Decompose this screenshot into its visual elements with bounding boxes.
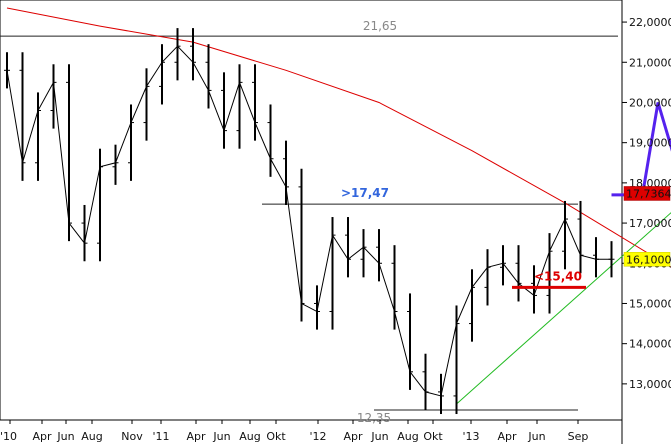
reference-line-label: 12,35 [357, 411, 391, 425]
x-tick-label: '11 [152, 430, 169, 443]
x-tick-label: Sep [568, 430, 589, 443]
x-tick-label: Apr [32, 430, 52, 443]
y-tick-label: 21,0000 [629, 56, 671, 69]
y-tick-label: 20,0000 [629, 96, 671, 109]
x-tick-label: Jun [56, 430, 74, 443]
price-flag-label: 16,1000 [626, 253, 671, 266]
reference-line-label: >17,47 [341, 186, 389, 200]
x-tick-label: Aug [81, 430, 102, 443]
x-tick-label: Aug [397, 430, 418, 443]
price-flag [623, 186, 671, 201]
x-tick-label: Apr [497, 430, 517, 443]
price-line [6, 45, 612, 397]
x-tick-label: Okt [423, 430, 443, 443]
y-tick-label: 22,0000 [629, 16, 671, 29]
x-tick-label: Nov [121, 430, 143, 443]
reference-line-label: <15,40 [534, 269, 582, 283]
reference-line-label: 21,65 [363, 19, 397, 33]
price-flag [623, 252, 671, 267]
x-tick-label: Jun [212, 430, 230, 443]
x-tick-label: Okt [266, 430, 286, 443]
support-trend-line [456, 212, 671, 405]
x-tick-label: Jun [370, 430, 388, 443]
y-tick-label: 15,0000 [629, 297, 671, 310]
moving-average-line [6, 7, 671, 268]
y-tick-label: 13,0000 [629, 378, 671, 391]
y-tick-label: 17,0000 [629, 217, 671, 230]
x-tick-label: Apr [343, 430, 363, 443]
y-tick-label: 14,0000 [629, 338, 671, 351]
x-tick-label: Apr [186, 430, 206, 443]
x-tick-label: Jun [527, 430, 545, 443]
x-tick-label: Aug [239, 430, 260, 443]
y-tick-label: 19,0000 [629, 137, 671, 150]
price-flag-label: 17,7364 [626, 187, 671, 200]
x-tick-label: '12 [309, 430, 326, 443]
x-tick-label: '13 [462, 430, 479, 443]
x-tick-label: '10 [0, 430, 17, 443]
plot-frame [0, 0, 623, 421]
